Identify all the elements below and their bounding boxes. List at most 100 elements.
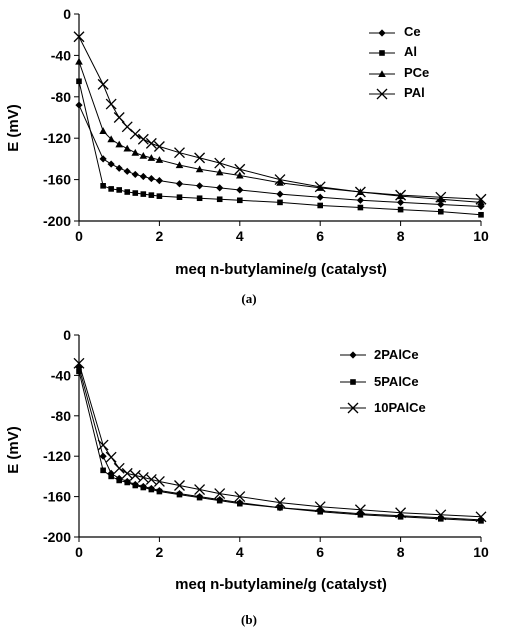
panel-a-series-al-point-14 — [317, 202, 323, 209]
panel-b-series-10palce-point-9 — [174, 480, 185, 491]
panel-a-series-al-point-10 — [196, 195, 203, 202]
panel-a-x-tick-label-3: 6 — [316, 228, 324, 244]
panel-a-series-pal-point-9-stroke-2 — [174, 147, 185, 159]
panel-a-legend-symbol-pal — [369, 88, 395, 100]
panel-a-y-tick-label-5: -200 — [43, 213, 71, 229]
panel-a-series-pal-point-1 — [97, 78, 109, 90]
panel-b-series-10palce-point-5 — [129, 469, 141, 481]
panel-b-series-5palce-point-6 — [140, 484, 147, 491]
panel-b-series-5palce-point-17 — [438, 516, 444, 522]
panel-b-legend-symbol-2palce — [340, 351, 366, 359]
panel-a-series-al-point-13 — [277, 199, 283, 206]
panel-b-legend-symbol-10palce — [340, 402, 366, 414]
panel-a-caption: (a) — [241, 291, 256, 306]
panel-a-series-al-point-16 — [397, 206, 404, 213]
panel-b-series-2palce-point-1 — [99, 452, 107, 460]
panel-a-series-pce-point-0 — [75, 57, 83, 65]
panel-a-chart: E (mV) meq n-butylamine/g (catalyst) Ce … — [5, 6, 489, 306]
panel-b-x-tick-label-0: 0 — [75, 544, 83, 560]
panel-a-series-pal-point-7-stroke-2 — [145, 137, 157, 149]
panel-b-series-10palce-point-15 — [354, 504, 366, 516]
panel-b-series-10palce-point-10-stroke-2 — [194, 484, 206, 495]
panel-a-legend-marker-pce — [378, 70, 386, 77]
panel-b-x-tick-label-1: 2 — [156, 544, 164, 560]
panel-a-series-ce-point-1 — [99, 155, 107, 163]
panel-b-series-2palce — [75, 363, 485, 524]
panel-a-series-pce-point-5 — [131, 148, 140, 156]
panel-b-series-5palce-point-5 — [132, 482, 139, 489]
panel-a-series-pal-point-7 — [145, 137, 157, 149]
panel-a-series-pce-point-6 — [139, 151, 148, 159]
panel-b-series-10palce-point-2-stroke-2 — [105, 451, 117, 463]
panel-b-series-10palce-point-15-stroke-2 — [354, 504, 366, 516]
panel-a-y-tick-label-3: -120 — [43, 130, 71, 146]
panel-b-chart: E (mV) meq n-butylamine/g (catalyst) 2PA… — [5, 327, 489, 627]
panel-b-series-10palce-point-13 — [274, 497, 286, 509]
panel-a-series-pal-point-2 — [105, 98, 117, 110]
panel-b-series-5palce-point-11 — [216, 497, 223, 504]
panel-a-legend-marker-pal — [376, 88, 388, 100]
panel-b-series-5palce-point-1 — [100, 467, 106, 474]
panel-b-y-tick-label-3: -120 — [43, 448, 71, 464]
panel-a-series-ce — [75, 101, 485, 211]
panel-b-series-10palce-point-14-stroke-2 — [314, 501, 326, 513]
panel-a-series-al-point-0 — [76, 78, 82, 85]
panel-a-axes — [74, 13, 482, 226]
panel-a-series-pce-point-8 — [155, 156, 164, 163]
panel-a-y-tick-label-2: -80 — [51, 89, 71, 105]
panel-b-series-10palce — [73, 357, 487, 523]
panel-b-y-tick-label-0: 0 — [63, 327, 71, 343]
panel-b-series-5palce-point-3 — [116, 477, 122, 484]
panel-a-series-pal-point-14-stroke-2 — [314, 181, 326, 193]
panel-a-y-tick-label-4: -160 — [43, 172, 71, 188]
panel-a-series-pal-point-0 — [73, 31, 85, 43]
panel-a-x-tick-label-4: 8 — [397, 228, 405, 244]
panel-a-series-pce-point-11 — [215, 168, 224, 176]
panel-b-series-5palce — [76, 368, 484, 524]
panel-a-series-al — [76, 78, 484, 218]
panel-b-series-10palce-point-16 — [395, 507, 407, 519]
panel-a-x-tick-label-0: 0 — [75, 228, 83, 244]
panel-a-y-tick-label-0: 0 — [63, 6, 71, 22]
panel-a-series-pal-point-11-stroke-2 — [214, 157, 226, 169]
panel-b-series-5palce-point-9 — [176, 491, 183, 498]
panel-a-series-pal-line — [78, 36, 482, 200]
panel-a-series-pal-point-10-stroke-2 — [194, 152, 206, 164]
panel-a-series-pal-point-15 — [354, 186, 366, 198]
panel-a-series-ce-point-14 — [316, 193, 324, 201]
panel-b-series-10palce-point-16-stroke-2 — [395, 507, 407, 519]
panel-b-series-10palce-point-7 — [145, 473, 157, 485]
panel-a-legend-symbol-pce — [369, 70, 395, 77]
panel-b-series-5palce-point-14 — [317, 508, 323, 515]
panel-a-series-ce-point-0 — [75, 101, 83, 109]
panel-a-legend-symbol-al — [369, 50, 395, 56]
panel-b-x-tick-label-3: 6 — [316, 544, 324, 560]
panel-b-y-tick-label-5: -200 — [43, 529, 71, 545]
panel-b-series-5palce-point-0 — [76, 368, 82, 375]
panel-a-legend-marker-ce — [378, 29, 386, 37]
panel-b-series-10palce-line — [78, 363, 482, 518]
panel-a-x-tick-label-2: 4 — [236, 228, 244, 244]
panel-a-legend: Ce Al PCe PAl — [404, 24, 429, 100]
panel-a-series-ce-point-11 — [216, 184, 224, 192]
panel-a-series-pal-point-3-stroke-2 — [113, 112, 125, 123]
panel-a-series-ce-point-3 — [115, 164, 123, 172]
panel-a-y-axis-label: E (mV) — [5, 104, 22, 152]
panel-a-legend-label-pce: PCe — [404, 65, 429, 80]
panel-a-series-al-point-5 — [132, 190, 139, 196]
panel-b-series-10palce-point-17 — [435, 509, 447, 521]
panel-a-series-al-point-15 — [357, 204, 364, 211]
panel-a-series-pce-point-3 — [115, 140, 123, 148]
panel-b-caption: (b) — [241, 612, 257, 627]
panel-a-series-al-point-2 — [108, 186, 114, 192]
panel-a-series-pal-point-9 — [174, 147, 185, 159]
panel-a-series-pce-point-4 — [123, 144, 132, 152]
panel-b-series-10palce-point-18 — [475, 511, 487, 523]
panel-a-legend-label-al: Al — [404, 44, 417, 59]
panel-a-series-pal-point-1-stroke-2 — [97, 78, 109, 90]
panel-a-series-ce-point-6 — [139, 172, 147, 181]
panel-a-series-pal — [73, 31, 487, 205]
panel-a-series-al-point-12 — [237, 197, 243, 204]
panel-b-series-5palce-point-18 — [478, 518, 484, 524]
panel-a-ylabel-group: E (mV) — [5, 104, 22, 152]
